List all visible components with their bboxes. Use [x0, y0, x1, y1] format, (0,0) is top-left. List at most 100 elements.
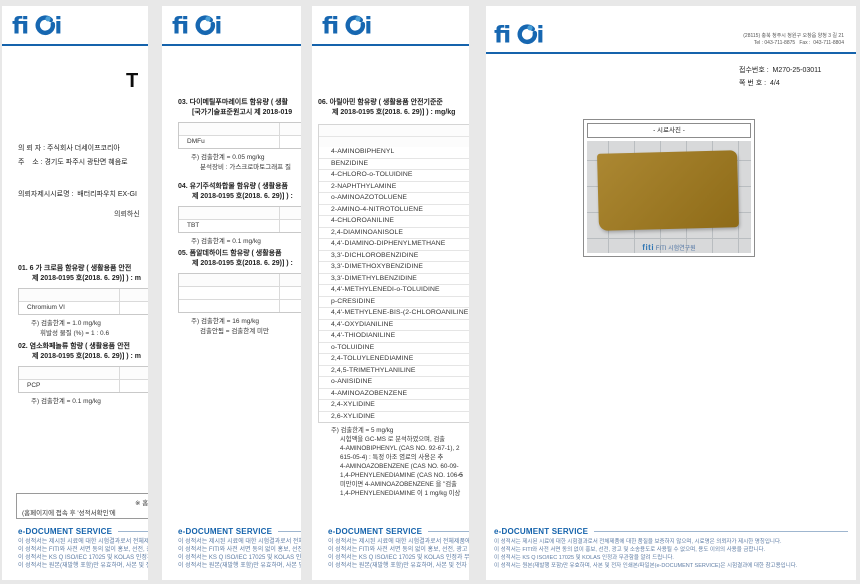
note-line: 주) 검출한계 = 0.1 mg/kg: [191, 238, 261, 245]
note-line: 주) 검출한계 = 1.0 mg/kg: [31, 320, 101, 327]
brand-rule: [486, 52, 856, 54]
chemical-row: 4-AMINOAZOBENZENE: [319, 387, 469, 400]
disclaimer-line: 이 성적서는 KS Q ISO/IEC 17025 및 KOLAS 인정과 무관…: [178, 555, 301, 561]
section-04: 04. 유기주석화합물 함유량 ( 생활용품 제 2018-0195 호(201…: [178, 182, 301, 247]
result-table: [178, 273, 301, 313]
disclaimer-line: 이 성적서는 원본(재발행 포함)만 유효하며, 사본 및 전자 인쇄본/파일본…: [178, 563, 301, 569]
svg-text:i: i: [364, 13, 372, 39]
svg-text:fi: fi: [322, 13, 339, 39]
svg-text:i: i: [214, 13, 222, 39]
disclaimer-line: 이 성적서는 KS Q ISO/IEC 17025 및 KOLAS 인정과 무관…: [328, 555, 469, 561]
footer-disclaimers: 이 성적서는 제시된 시료에 대한 시험결과로서 전체제품에 대한 품질을 보증…: [178, 538, 301, 570]
disclaimer-line: 이 성적서는 원본(재발행 포함)만 유효하며, 사본 및 전자 인쇄본/파일본…: [328, 563, 469, 569]
chemical-row: p-CRESIDINE: [319, 295, 469, 308]
table-row: Chromium VI: [19, 301, 148, 314]
svg-text:fi: fi: [494, 22, 511, 48]
brand-rule: [2, 44, 148, 46]
watermark-logo: fiti: [642, 243, 655, 252]
note-line: 4-AMINOAZOBENZENE (CAS NO. 60-09-: [340, 463, 459, 470]
chemical-row: 4,4'-OXYDIANILINE: [319, 318, 469, 331]
lab-tel-fax: Tel : 043-711-8875 Fax : 043-711-8804: [753, 40, 844, 46]
chemical-row: 2,4,5-TRIMETHYLANILINE: [319, 364, 469, 377]
request-fragment: 의뢰하신: [114, 211, 140, 218]
page-1-content: fi i T 의 뢰 자 : 주식회사 더세이프코리아 주 소 : 경기도 파주…: [2, 6, 148, 580]
chemical-row: 4-CHLORO-o-TOLUIDINE: [319, 169, 469, 181]
e-document-title: e-DOCUMENT SERVICE: [328, 527, 423, 536]
footer-rule: [594, 531, 848, 532]
result-table: PCP: [18, 366, 148, 393]
table-row: [179, 286, 301, 299]
footer-rule: [428, 531, 469, 532]
section-heading: 01. 6 가 크로뮴 함유량 ( 생활용품 안전: [18, 265, 132, 272]
note-line: 1,4-PHENYLENEDIAMINE 이 1 mg/kg 이상: [340, 490, 461, 497]
footer-disclaimers: 이 성적서는 제시된 시료에 대한 시험결과로서 전체제품에 대한 품질을 보증…: [18, 538, 148, 570]
notice-line-fragment: ※ 홈: [135, 500, 148, 507]
svg-text:fi: fi: [12, 13, 29, 39]
lab-address-block: (28115) 충북 청주시 청원구 오창읍 양청 3 길 21 Tel : 0…: [743, 33, 844, 47]
e-document-footer: e-DOCUMENT SERVICE 이 성적서는 제시된 시료에 대한 시험결…: [178, 527, 301, 570]
footer-rule: [278, 531, 301, 532]
section-01: 01. 6 가 크로뮴 함유량 ( 생활용품 안전 제 2018-0195 호(…: [18, 264, 148, 338]
chemical-row: 3,3'-DIMETHOXYBENZIDINE: [319, 261, 469, 273]
table-row: [179, 299, 301, 312]
chemical-row: 4,4'-THIODIANILINE: [319, 330, 469, 342]
section-heading: 04. 유기주석화합물 함유량 ( 생활용품: [178, 183, 289, 190]
chemical-row: 2-AMINO-4-NITROTOLUENE: [319, 203, 469, 216]
e-document-footer: e-DOCUMENT SERVICE 이 성적서는 제시된 시료에 대한 시험결…: [494, 527, 848, 570]
disclaimer-line: 이 성적서는 FITI와 사전 서면 동의 없이 홍보, 선전, 광고 및 소송…: [328, 547, 469, 553]
fiti-logo-icon: fi i: [12, 13, 62, 39]
svg-text:fi: fi: [172, 13, 189, 39]
section-06: 06. 아릴아민 함유량 ( 생활용품 안전기준준 제 2018-0195 호(…: [318, 98, 469, 498]
fiti-logo-icon: fi i: [172, 13, 222, 39]
note-line: 미만이면 4-AMINOAZOBENZENE 을 "검출: [340, 481, 457, 488]
section-notes: 주) 검출한계 = 0.1 mg/kg: [18, 397, 148, 407]
chemical-row: 2,4-TOLUYLENEDIAMINE: [319, 353, 469, 365]
e-document-footer: e-DOCUMENT SERVICE 이 성적서는 제시된 시료에 대한 시험결…: [328, 527, 469, 570]
sample-photo-title: - 시료사진 -: [587, 123, 751, 138]
table-row: PCP: [19, 379, 148, 392]
note-line: 주) 검출한계 = 0.05 mg/kg: [191, 154, 265, 161]
section-heading: 03. 다이메틸푸마레이트 함유량 ( 생활: [178, 99, 289, 106]
chemical-row: 4,4'-DIAMINO-DIPHENYLMETHANE: [319, 238, 469, 250]
lab-address: (28115) 충북 청주시 청원구 오창읍 양청 3 길 21: [743, 33, 844, 39]
report-title-fragment: T: [126, 70, 140, 92]
chemical-row: 2,4-DIAMINOANISOLE: [319, 226, 469, 239]
client-info: 의 뢰 자 : 주식회사 더세이프코리아 주 소 : 경기도 파주시 광탄면 혜…: [18, 142, 137, 202]
fabric-swatch: [597, 150, 739, 231]
note-line: 검출안됨 = 검출한계 미만: [200, 327, 270, 335]
page-number: 쪽 번 호 : 4/4: [739, 80, 780, 87]
table-row: [179, 123, 301, 135]
section-subheading: 제 2018-0195 호(2018. 6. 29)] ) :: [192, 193, 293, 200]
section-subheading: 제 2018-0195 호(2018. 6. 29)] ) : m: [32, 353, 141, 360]
disclaimer-line: 이 성적서는 제시된 시료에 대한 시험결과로서 전체제품에 대한 품질을 보증…: [18, 539, 148, 545]
table-row: [179, 274, 301, 286]
disclaimer-line: 이 성적서는 제시된 시료에 대한 시험결과로서 전체제품에 대한 품질을 보증…: [178, 539, 301, 545]
chemical-row: BENZIDINE: [319, 157, 469, 170]
table-header-row: [319, 125, 469, 136]
sample-name-line: 의뢰자제시시료명 : 배터리파우치 EX-GI: [18, 191, 137, 198]
result-table: Chromium VI: [18, 288, 148, 315]
end-fragment: **: [458, 473, 464, 480]
table-row: [19, 367, 148, 379]
note-line: 주) 검출한계 = 5 mg/kg: [331, 427, 394, 434]
note-line: 1,4-PHENYLENEDIAMINE (CAS NO. 106-5: [340, 472, 463, 479]
disclaimer-line: 이 성적서는 제시된 시료에 대한 시험결과로서 전체제품에 대한 품질을 보증…: [328, 539, 469, 545]
chemical-row: 4-CHLOROANILINE: [319, 215, 469, 227]
chemical-row: o-ANISIDINE: [319, 376, 469, 388]
table-row: [19, 289, 148, 301]
section-05: 05. 폼알데하이드 함유량 ( 생활용품 제 2018-0195 호(2018…: [178, 249, 301, 336]
note-line: 615-05-4) : 특정 아조 염료의 사용은 추: [340, 454, 444, 461]
e-document-footer: e-DOCUMENT SERVICE 이 성적서는 제시된 시료에 대한 시험결…: [18, 527, 148, 570]
note-line: 4-AMINOBIPHENYL (CAS NO. 92-67-1), 2: [340, 445, 460, 452]
e-document-title: e-DOCUMENT SERVICE: [494, 527, 589, 536]
section-notes: 주) 검출한계 = 1.0 mg/kg 휘발성 물질 (%) = 1 : 0.6: [18, 319, 148, 338]
sample-photo-box: - 시료사진 - fiti FITI 시험연구원: [583, 119, 755, 257]
receipt-number: 접수번호 : M270-25-03011: [739, 67, 822, 74]
svg-text:i: i: [54, 13, 62, 39]
section-03: 03. 다이메틸푸마레이트 함유량 ( 생활 [국가기술표준원고시 제 2018…: [178, 98, 301, 172]
note-line: 분석장비 : 가스크로마토그래프 질: [200, 163, 291, 171]
disclaimer-line: 이 성적서는 KS Q ISO/IEC 17025 및 KOLAS 인정과 무관…: [494, 555, 674, 561]
notice-line: (홈페이지에 접속 후 '성적서확인'에: [22, 510, 116, 517]
chemical-row: 3,3'-DIMETHYLBENZIDINE: [319, 272, 469, 285]
